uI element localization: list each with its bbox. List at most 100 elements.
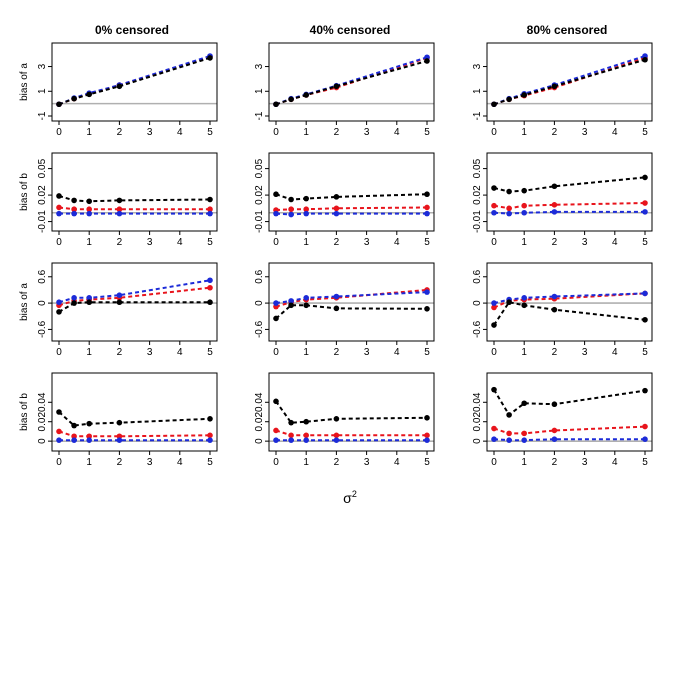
data-point-black [424,58,430,64]
x-tick-label: 2 [117,237,123,248]
data-point-black [491,322,497,328]
x-tick-label: 1 [521,127,527,138]
data-point-blue [491,436,497,443]
data-point-black [273,398,279,405]
data-point-black [303,302,310,309]
data-point-blue [207,277,213,284]
data-point-blue [56,210,62,217]
data-point-blue [424,437,430,443]
data-point-red [116,433,123,440]
data-point-red [333,205,340,212]
panel-r3-c1: 0 1 2 3 4 5 0 0.020.04 [254,372,435,468]
panel-r0-c1: 0 1 2 3 4 5 -1 1 3 [254,42,435,138]
y-tick-label: 0 [37,438,48,444]
panel-r3-c2: 0 1 2 3 4 5 0 0.020.04 [472,372,653,468]
data-point-red [56,204,62,211]
y-tick-label: -0.6 [254,320,265,338]
data-point-black [116,197,123,204]
x-tick-label: 4 [177,237,183,248]
data-point-black [71,197,77,204]
x-tick-label: 3 [147,127,153,138]
x-tick-label: 3 [147,457,153,468]
data-point-black [303,92,310,98]
x-tick-label: 4 [612,237,618,248]
column-title-0: 0% censored [95,23,169,37]
x-tick-label: 5 [642,237,648,248]
data-point-blue [288,298,294,304]
series-line-black [493,301,646,326]
x-tick-label: 4 [612,457,618,468]
data-point-black [86,420,92,427]
panel-r2-c0: 0 1 2 3 4 5 -0.6 0 0.6 bias of a [19,262,218,358]
y-tick-label: 0.05 [37,158,48,178]
data-point-black [506,299,512,306]
x-tick-label: 1 [86,127,92,138]
x-tick-label: 2 [117,457,123,468]
x-tick-label: 2 [334,127,340,138]
y-tick-label: 0.6 [472,269,483,283]
x-tick-label: 0 [491,237,497,248]
plot-frame [268,42,435,122]
data-point-black [424,306,430,312]
x-tick-label: 0 [56,237,62,248]
series-line-blue [275,212,427,216]
data-point-blue [642,290,648,297]
x-tick-label: 2 [117,127,123,138]
data-point-black [288,96,294,103]
x-tick-label: 5 [642,457,648,468]
x-tick-label: 3 [582,457,588,468]
panel-r0-c2: 0 1 2 3 4 5 -1 1 3 [472,42,653,138]
y-tick-label: -0.6 [472,320,483,338]
y-tick-label: -1 [472,111,483,120]
data-point-black [303,195,310,202]
data-point-black [551,83,558,90]
series-line-black [58,56,211,106]
x-tick-label: 2 [552,237,558,248]
data-point-black [56,101,62,108]
data-point-blue [116,292,123,299]
data-point-red [86,433,92,440]
data-point-black [642,316,648,323]
x-tick-label: 0 [273,237,279,248]
data-point-blue [56,437,62,443]
x-tick-label: 5 [207,237,213,248]
data-point-blue [521,437,527,443]
data-point-black [506,188,512,195]
y-tick-label: 0 [37,300,48,306]
x-tick-label: 0 [273,127,279,138]
x-tick-label: 1 [86,237,92,248]
y-tick-label: 0 [254,300,265,306]
data-point-blue [86,295,92,301]
data-point-black [71,422,77,429]
x-tick-label: 3 [364,457,370,468]
plot-frame [51,372,218,452]
data-point-red [288,432,294,439]
series-line-red [493,425,646,435]
x-axis-label: σ2 [343,489,357,506]
x-tick-label: 2 [334,237,340,248]
x-tick-label: 1 [521,237,527,248]
series-line-red [275,429,427,437]
x-tick-label: 1 [521,347,527,358]
data-point-black [273,101,279,108]
data-point-red [207,206,213,213]
x-tick-label: 5 [424,457,430,468]
data-point-black [207,196,213,203]
plot-frame [486,42,653,122]
data-point-blue [491,209,497,216]
x-axis-label-superscript: 2 [352,489,357,499]
data-point-black [86,91,92,98]
series-line-black [493,58,646,106]
y-tick-label: 0.6 [254,269,265,283]
x-tick-label: 0 [56,127,62,138]
panel-r2-c2: 0 1 2 3 4 5 -0.6 0 0.6 [472,262,653,358]
data-point-red [551,427,558,434]
y-tick-label: 0.02 [254,412,265,432]
data-point-black [207,299,213,306]
x-tick-label: 0 [56,347,62,358]
y-tick-label: 0.02 [254,185,265,205]
x-tick-label: 3 [582,237,588,248]
series-line-red [275,206,428,212]
x-tick-label: 3 [582,347,588,358]
